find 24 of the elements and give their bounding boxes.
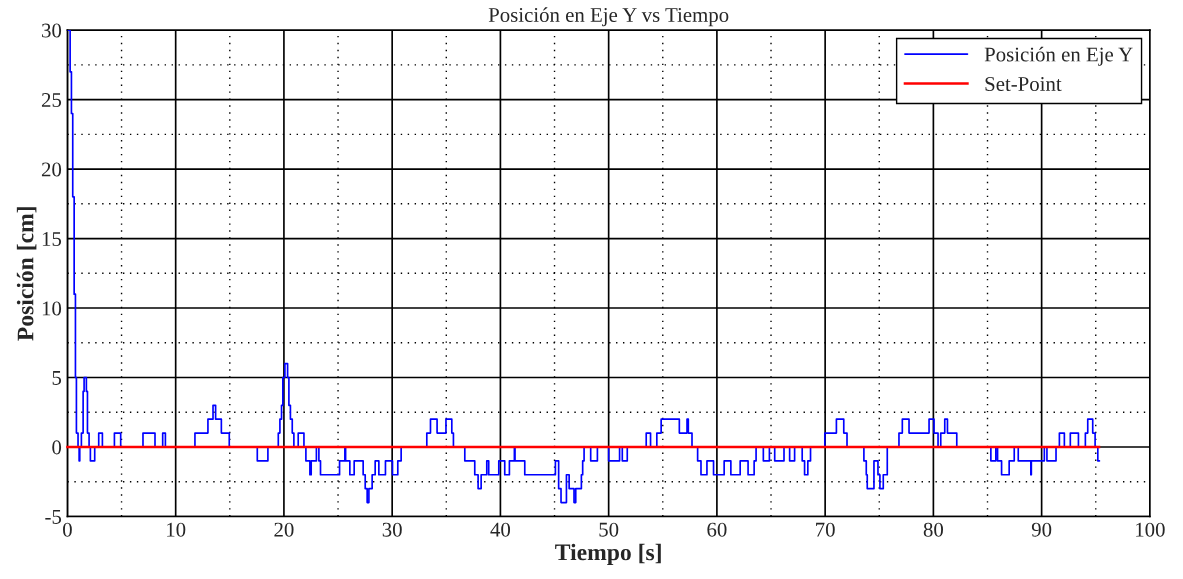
x-tick-label: 20 <box>274 522 294 537</box>
y-tick-label: 0 <box>52 440 62 455</box>
legend-label: Set-Point <box>985 77 1062 91</box>
x-tick-label: 90 <box>1031 522 1052 537</box>
y-axis-title: Posición [cm] <box>16 207 37 341</box>
y-tick-label: 20 <box>41 162 62 177</box>
x-tick-label: 50 <box>599 522 619 537</box>
y-tick-label: 5 <box>52 371 62 385</box>
x-tick-label: 10 <box>167 522 186 537</box>
chart-title: Posición en Eje Y vs Tiempo <box>488 7 729 27</box>
y-tick-label: 30 <box>42 23 62 38</box>
x-tick-label: 100 <box>1136 522 1165 537</box>
x-tick-label: 30 <box>382 522 402 537</box>
x-tick-label: 0 <box>63 522 72 537</box>
y-tick-label: -5 <box>45 510 62 524</box>
x-tick-label: 70 <box>816 522 835 537</box>
y-tick-label: 10 <box>42 301 62 316</box>
x-tick-label: 80 <box>923 522 944 537</box>
x-axis-title: Tiempo [s] <box>555 543 661 566</box>
x-tick-label: 40 <box>490 522 511 537</box>
legend-label: Posición en Eje Y <box>984 46 1133 66</box>
y-tick-label: 15 <box>42 232 62 246</box>
x-tick-label: 60 <box>707 522 727 537</box>
y-tick-label: 25 <box>41 93 62 108</box>
